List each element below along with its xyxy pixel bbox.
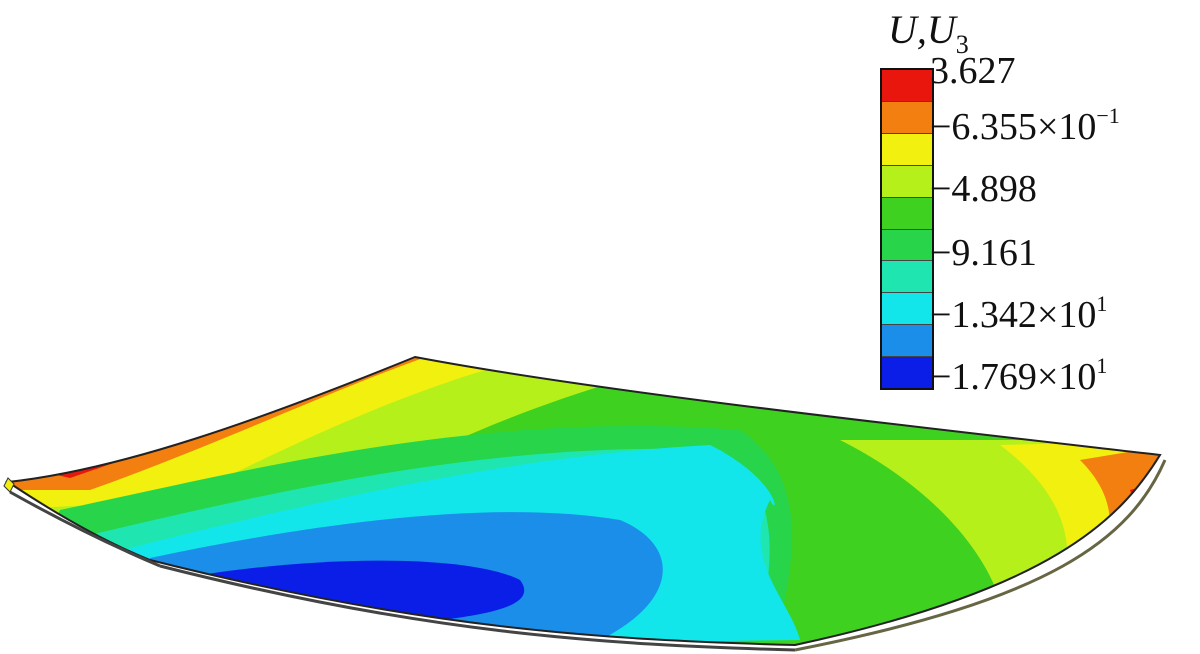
- legend-title-base: U: [926, 7, 956, 52]
- legend-swatch: [882, 100, 932, 133]
- plate-corner-left: [3, 477, 15, 493]
- plate-edge-front: [159, 564, 796, 652]
- tick-mantissa: −1.769: [930, 356, 1037, 398]
- tick-mantissa: −9.161: [930, 232, 1037, 274]
- legend-swatch: [882, 260, 932, 293]
- tick-times: ×: [1036, 106, 1059, 148]
- tick-mantissa: 3.627: [930, 50, 1016, 92]
- legend-tick-label: −4.898: [930, 170, 1037, 208]
- contour-band-deepblue: [200, 560, 525, 620]
- tick-base: 10: [1058, 106, 1097, 148]
- legend-tick-label: 3.627: [930, 52, 1016, 90]
- legend-swatch: [882, 196, 932, 229]
- tick-base: 10: [1058, 356, 1097, 398]
- legend-title-subscript: 3: [955, 30, 969, 59]
- legend-title: U,U3: [888, 6, 969, 59]
- legend-swatch: [882, 132, 932, 165]
- tick-exponent: −1: [1096, 103, 1120, 128]
- legend-title-sep: ,: [916, 7, 927, 52]
- legend-swatch: [882, 324, 932, 357]
- legend-title-main: U: [888, 7, 917, 52]
- legend-swatch: [882, 356, 932, 389]
- legend-swatch: [882, 292, 932, 325]
- tick-mantissa: −4.898: [930, 168, 1037, 210]
- tick-mantissa: −6.355: [930, 106, 1037, 148]
- tick-exponent: 1: [1096, 291, 1108, 316]
- tick-times: ×: [1036, 294, 1059, 336]
- legend-swatch: [882, 70, 932, 101]
- color-legend: U,U3 3.627 −6.355×10−1 −4.898 −9.161 −1.342×…: [880, 0, 1200, 420]
- tick-times: ×: [1036, 356, 1059, 398]
- legend-tick-label: −9.161: [930, 234, 1037, 272]
- legend-swatch: [882, 228, 932, 261]
- legend-tick-label: −6.355×10−1: [930, 105, 1120, 148]
- legend-swatch: [882, 164, 932, 197]
- plate-outline: [5, 355, 1162, 647]
- plate-edge-front-right: [794, 459, 1167, 652]
- tick-base: 10: [1058, 294, 1097, 336]
- legend-tick-label: −1.769×101: [930, 355, 1107, 398]
- legend-tick-label: −1.342×101: [930, 293, 1107, 336]
- legend-color-bar: [880, 68, 934, 390]
- tick-mantissa: −1.342: [930, 294, 1037, 336]
- tick-exponent: 1: [1096, 353, 1108, 378]
- plate-edge-front-left: [9, 490, 161, 568]
